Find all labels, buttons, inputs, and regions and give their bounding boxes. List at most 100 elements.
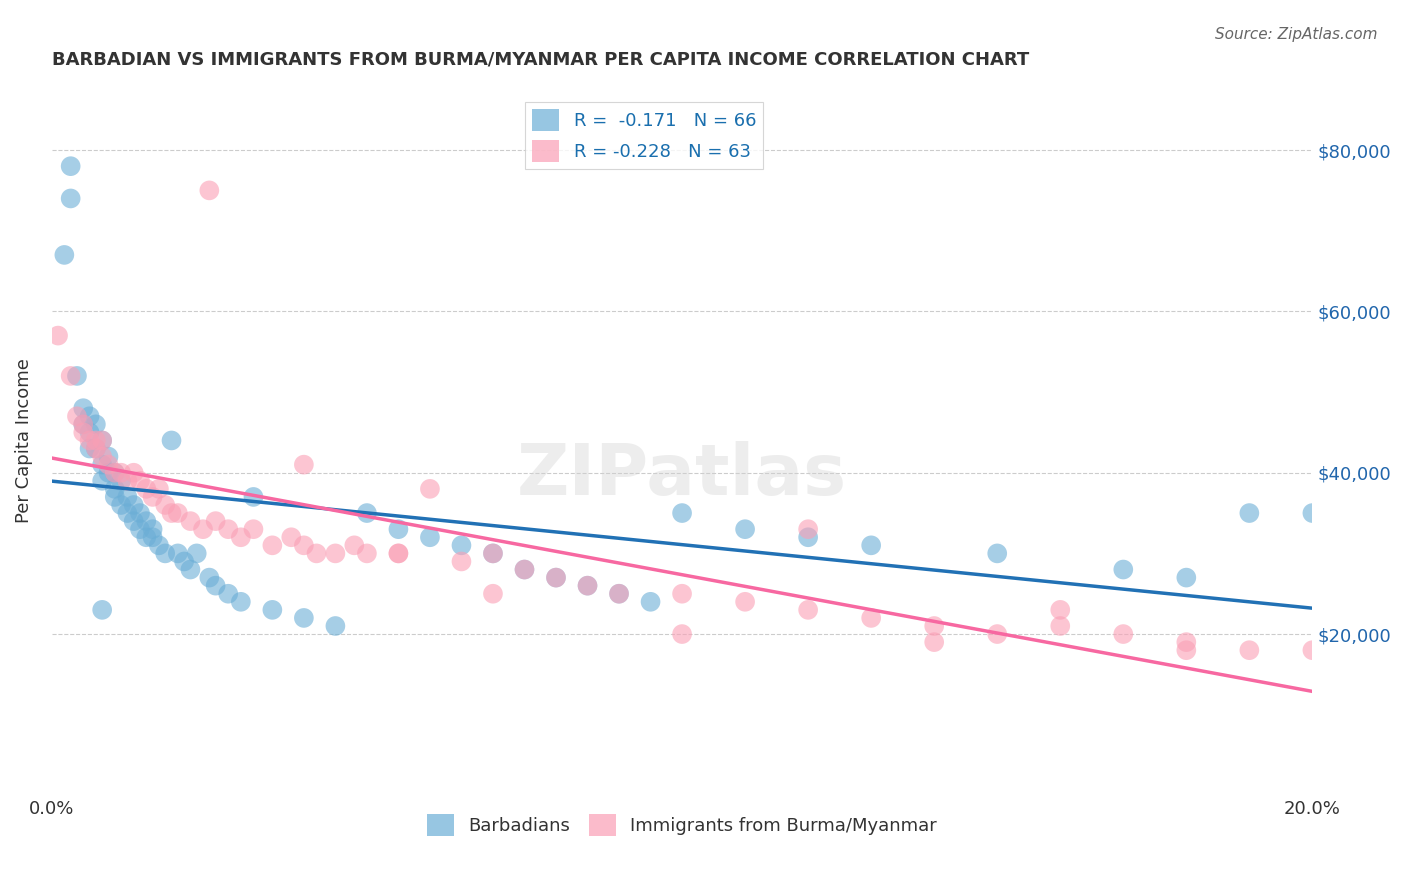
Point: [482, 546, 505, 560]
Point: [135, 514, 157, 528]
Point: [97, 450, 120, 464]
Text: ZIPatlas: ZIPatlas: [517, 442, 848, 510]
Point: [356, 506, 378, 520]
Point: [148, 482, 170, 496]
Point: [155, 546, 177, 560]
Point: [104, 482, 127, 496]
Point: [734, 522, 756, 536]
Point: [84, 442, 107, 456]
Point: [204, 579, 226, 593]
Point: [640, 595, 662, 609]
Point: [387, 522, 409, 536]
Point: [343, 538, 366, 552]
Point: [1112, 627, 1135, 641]
Point: [46, 328, 69, 343]
Point: [1175, 571, 1198, 585]
Point: [1049, 619, 1071, 633]
Point: [91, 603, 114, 617]
Point: [148, 538, 170, 552]
Point: [84, 442, 107, 456]
Y-axis label: Per Capita Income: Per Capita Income: [15, 358, 32, 523]
Point: [173, 554, 195, 568]
Point: [110, 498, 132, 512]
Point: [117, 474, 139, 488]
Point: [482, 587, 505, 601]
Point: [122, 498, 145, 512]
Point: [97, 458, 120, 472]
Point: [72, 417, 94, 432]
Point: [922, 635, 945, 649]
Point: [110, 474, 132, 488]
Point: [179, 562, 201, 576]
Point: [117, 506, 139, 520]
Point: [986, 546, 1008, 560]
Point: [91, 450, 114, 464]
Point: [229, 595, 252, 609]
Point: [1239, 506, 1261, 520]
Point: [84, 434, 107, 448]
Point: [217, 587, 239, 601]
Point: [305, 546, 328, 560]
Point: [797, 530, 820, 544]
Point: [262, 538, 284, 552]
Point: [166, 546, 188, 560]
Point: [1175, 635, 1198, 649]
Point: [576, 579, 599, 593]
Point: [513, 562, 536, 576]
Point: [325, 546, 347, 560]
Point: [419, 482, 441, 496]
Point: [160, 434, 183, 448]
Point: [387, 546, 409, 560]
Point: [292, 611, 315, 625]
Point: [91, 458, 114, 472]
Point: [1301, 506, 1323, 520]
Point: [104, 490, 127, 504]
Point: [122, 514, 145, 528]
Text: BARBADIAN VS IMMIGRANTS FROM BURMA/MYANMAR PER CAPITA INCOME CORRELATION CHART: BARBADIAN VS IMMIGRANTS FROM BURMA/MYANM…: [52, 51, 1029, 69]
Point: [544, 571, 567, 585]
Point: [104, 466, 127, 480]
Point: [122, 466, 145, 480]
Point: [734, 595, 756, 609]
Legend: Barbadians, Immigrants from Burma/Myanmar: Barbadians, Immigrants from Burma/Myanma…: [420, 806, 945, 843]
Point: [142, 530, 165, 544]
Point: [91, 434, 114, 448]
Point: [544, 571, 567, 585]
Point: [860, 538, 883, 552]
Point: [91, 474, 114, 488]
Point: [84, 417, 107, 432]
Point: [135, 530, 157, 544]
Point: [198, 571, 221, 585]
Point: [607, 587, 630, 601]
Point: [91, 434, 114, 448]
Point: [179, 514, 201, 528]
Point: [166, 506, 188, 520]
Point: [860, 611, 883, 625]
Point: [142, 522, 165, 536]
Point: [482, 546, 505, 560]
Point: [142, 490, 165, 504]
Point: [129, 474, 152, 488]
Point: [671, 587, 693, 601]
Point: [204, 514, 226, 528]
Point: [97, 466, 120, 480]
Point: [797, 522, 820, 536]
Point: [104, 466, 127, 480]
Point: [419, 530, 441, 544]
Point: [191, 522, 214, 536]
Point: [262, 603, 284, 617]
Point: [59, 368, 82, 383]
Point: [155, 498, 177, 512]
Point: [513, 562, 536, 576]
Point: [1239, 643, 1261, 657]
Point: [671, 627, 693, 641]
Point: [79, 434, 101, 448]
Point: [242, 522, 264, 536]
Point: [607, 587, 630, 601]
Point: [217, 522, 239, 536]
Point: [292, 458, 315, 472]
Point: [356, 546, 378, 560]
Point: [986, 627, 1008, 641]
Point: [72, 417, 94, 432]
Point: [797, 603, 820, 617]
